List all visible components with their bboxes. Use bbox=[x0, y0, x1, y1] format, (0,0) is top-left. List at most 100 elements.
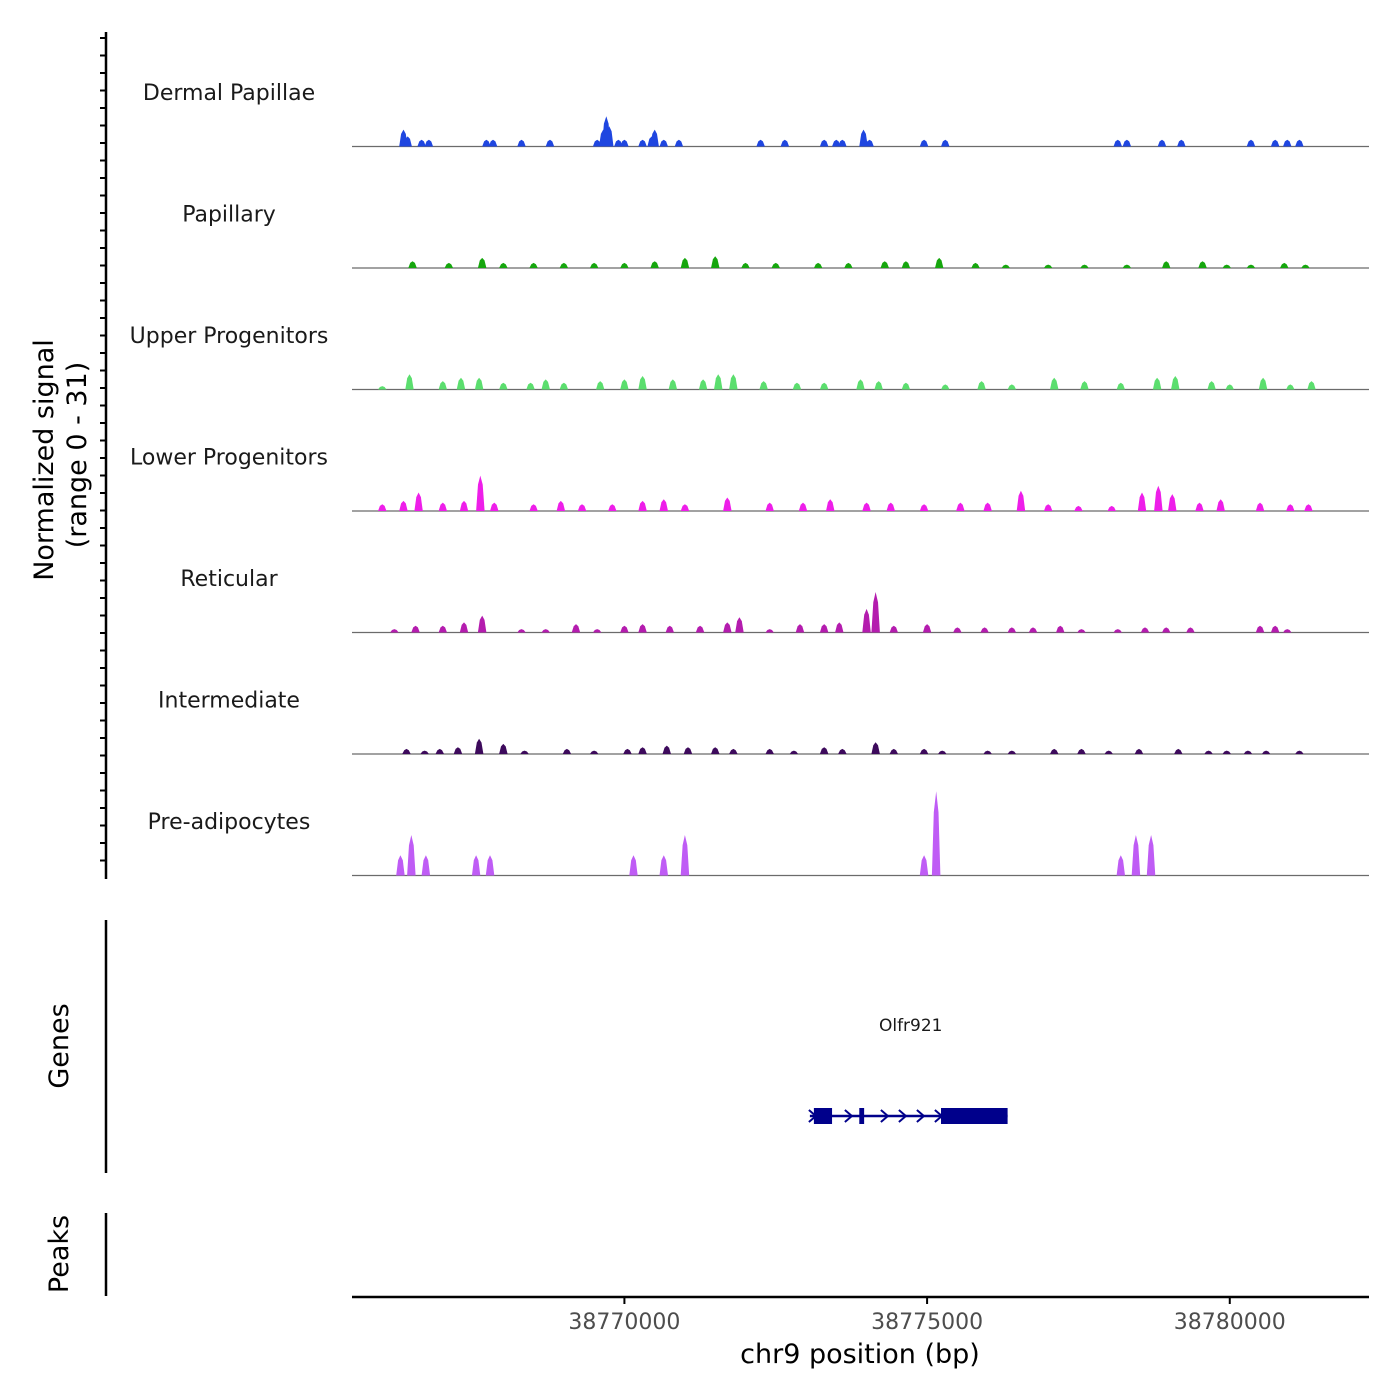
signal-peak bbox=[1177, 139, 1186, 147]
genes-axis-title: Genes bbox=[44, 1003, 75, 1088]
signal-peak bbox=[1050, 377, 1059, 390]
signal-peak bbox=[559, 382, 569, 390]
signal-peak bbox=[650, 129, 659, 147]
signal-peak bbox=[1186, 627, 1195, 633]
signal-peak bbox=[589, 750, 599, 754]
signal-peak bbox=[1050, 748, 1059, 754]
signal-peak bbox=[680, 257, 690, 268]
signal-peak bbox=[919, 855, 929, 876]
signal-peak bbox=[765, 502, 774, 511]
signal-peak bbox=[1080, 381, 1089, 390]
peaks-axis-title: Peaks bbox=[44, 1215, 75, 1293]
signal-peak bbox=[1077, 748, 1086, 754]
signal-peak bbox=[759, 381, 768, 390]
signal-peak bbox=[499, 743, 508, 754]
signal-peak bbox=[1122, 264, 1132, 268]
signal-peak bbox=[1122, 139, 1132, 147]
signal-peak bbox=[813, 262, 823, 268]
track-upper-progenitors: Upper Progenitors bbox=[130, 324, 1369, 391]
signal-peak bbox=[1077, 629, 1086, 633]
signal-peak bbox=[474, 738, 484, 754]
signal-peak bbox=[819, 747, 829, 754]
signal-peak bbox=[971, 262, 980, 268]
signal-peak bbox=[1007, 750, 1017, 754]
signal-peak bbox=[1246, 264, 1256, 268]
signal-peak bbox=[517, 629, 526, 633]
signal-peak bbox=[378, 386, 387, 390]
track-lower-progenitors: Lower Progenitors bbox=[130, 446, 1369, 512]
signal-peak bbox=[614, 139, 623, 147]
signal-peak bbox=[871, 592, 880, 633]
signal-peak bbox=[638, 624, 647, 633]
signal-peak bbox=[1255, 502, 1265, 511]
signal-peak bbox=[605, 126, 614, 147]
signal-peak bbox=[1146, 835, 1156, 876]
x-tick-label: 38770000 bbox=[568, 1310, 680, 1335]
signal-peak bbox=[1140, 627, 1150, 633]
signal-peak bbox=[1255, 625, 1265, 633]
signal-peak bbox=[1204, 750, 1213, 754]
signal-peak bbox=[698, 379, 708, 390]
signal-peak bbox=[438, 381, 447, 390]
signal-peak bbox=[1222, 264, 1231, 268]
gene-exon bbox=[859, 1108, 865, 1124]
signal-peak bbox=[665, 625, 674, 633]
x-axis-title: chr9 position (bp) bbox=[740, 1339, 980, 1370]
signal-peak bbox=[1007, 384, 1017, 390]
signal-peak bbox=[408, 261, 417, 268]
signal-peak bbox=[629, 855, 638, 876]
signal-peak bbox=[1043, 504, 1053, 511]
signal-peak bbox=[711, 747, 720, 754]
signal-peak bbox=[838, 748, 847, 754]
signal-peak bbox=[729, 374, 738, 390]
signal-axis-title: Normalized signal bbox=[29, 339, 60, 581]
signal-peak bbox=[1243, 750, 1253, 754]
signal-peak bbox=[417, 139, 426, 147]
signal-peak bbox=[844, 262, 853, 268]
signal-peak bbox=[1295, 139, 1304, 147]
signal-peak bbox=[1001, 264, 1010, 268]
strand-arrow bbox=[916, 1109, 926, 1123]
signal-peak bbox=[650, 261, 659, 268]
signal-peak bbox=[414, 492, 423, 511]
signal-peak bbox=[1171, 376, 1180, 390]
signal-peak bbox=[838, 139, 847, 147]
signal-peak bbox=[1270, 625, 1280, 633]
signal-peak bbox=[1207, 381, 1216, 390]
signal-peak bbox=[741, 262, 750, 268]
track-pre-adipocytes: Pre-adipocytes bbox=[148, 791, 1369, 877]
track-label: Lower Progenitors bbox=[130, 446, 328, 471]
signal-peak bbox=[859, 129, 868, 147]
signal-peak bbox=[901, 382, 911, 390]
signal-peak bbox=[620, 262, 629, 268]
signal-peak bbox=[880, 261, 889, 268]
signal-peak bbox=[729, 748, 738, 754]
signal-peak bbox=[1162, 261, 1171, 268]
signal-peak bbox=[1134, 748, 1144, 754]
x-axis-ticks: 38770000 38775000 38780000 bbox=[568, 1297, 1286, 1335]
signal-peak bbox=[1113, 139, 1122, 147]
signal-peak bbox=[953, 627, 962, 633]
signal-peak bbox=[1261, 750, 1271, 754]
signal-peak bbox=[1028, 627, 1038, 633]
signal-peak bbox=[1162, 627, 1171, 633]
signal-peak bbox=[1225, 384, 1234, 390]
signal-peak bbox=[1131, 835, 1141, 876]
signal-peak bbox=[435, 748, 444, 754]
signal-peak bbox=[438, 502, 447, 511]
signal-peak bbox=[819, 624, 829, 633]
signal-peak bbox=[711, 256, 720, 268]
signal-peak bbox=[680, 835, 690, 876]
signal-peak bbox=[856, 379, 865, 390]
signal-peak bbox=[1198, 261, 1207, 268]
strand-arrow bbox=[844, 1109, 854, 1123]
signal-peak bbox=[919, 504, 929, 511]
signal-peak bbox=[499, 382, 508, 390]
signal-peak bbox=[488, 139, 498, 147]
signal-peak bbox=[424, 139, 434, 147]
signal-peak bbox=[659, 139, 668, 147]
signal-peak bbox=[835, 622, 844, 633]
signal-peak bbox=[922, 624, 932, 633]
signal-peak bbox=[1246, 139, 1256, 147]
signal-peak bbox=[659, 499, 668, 511]
